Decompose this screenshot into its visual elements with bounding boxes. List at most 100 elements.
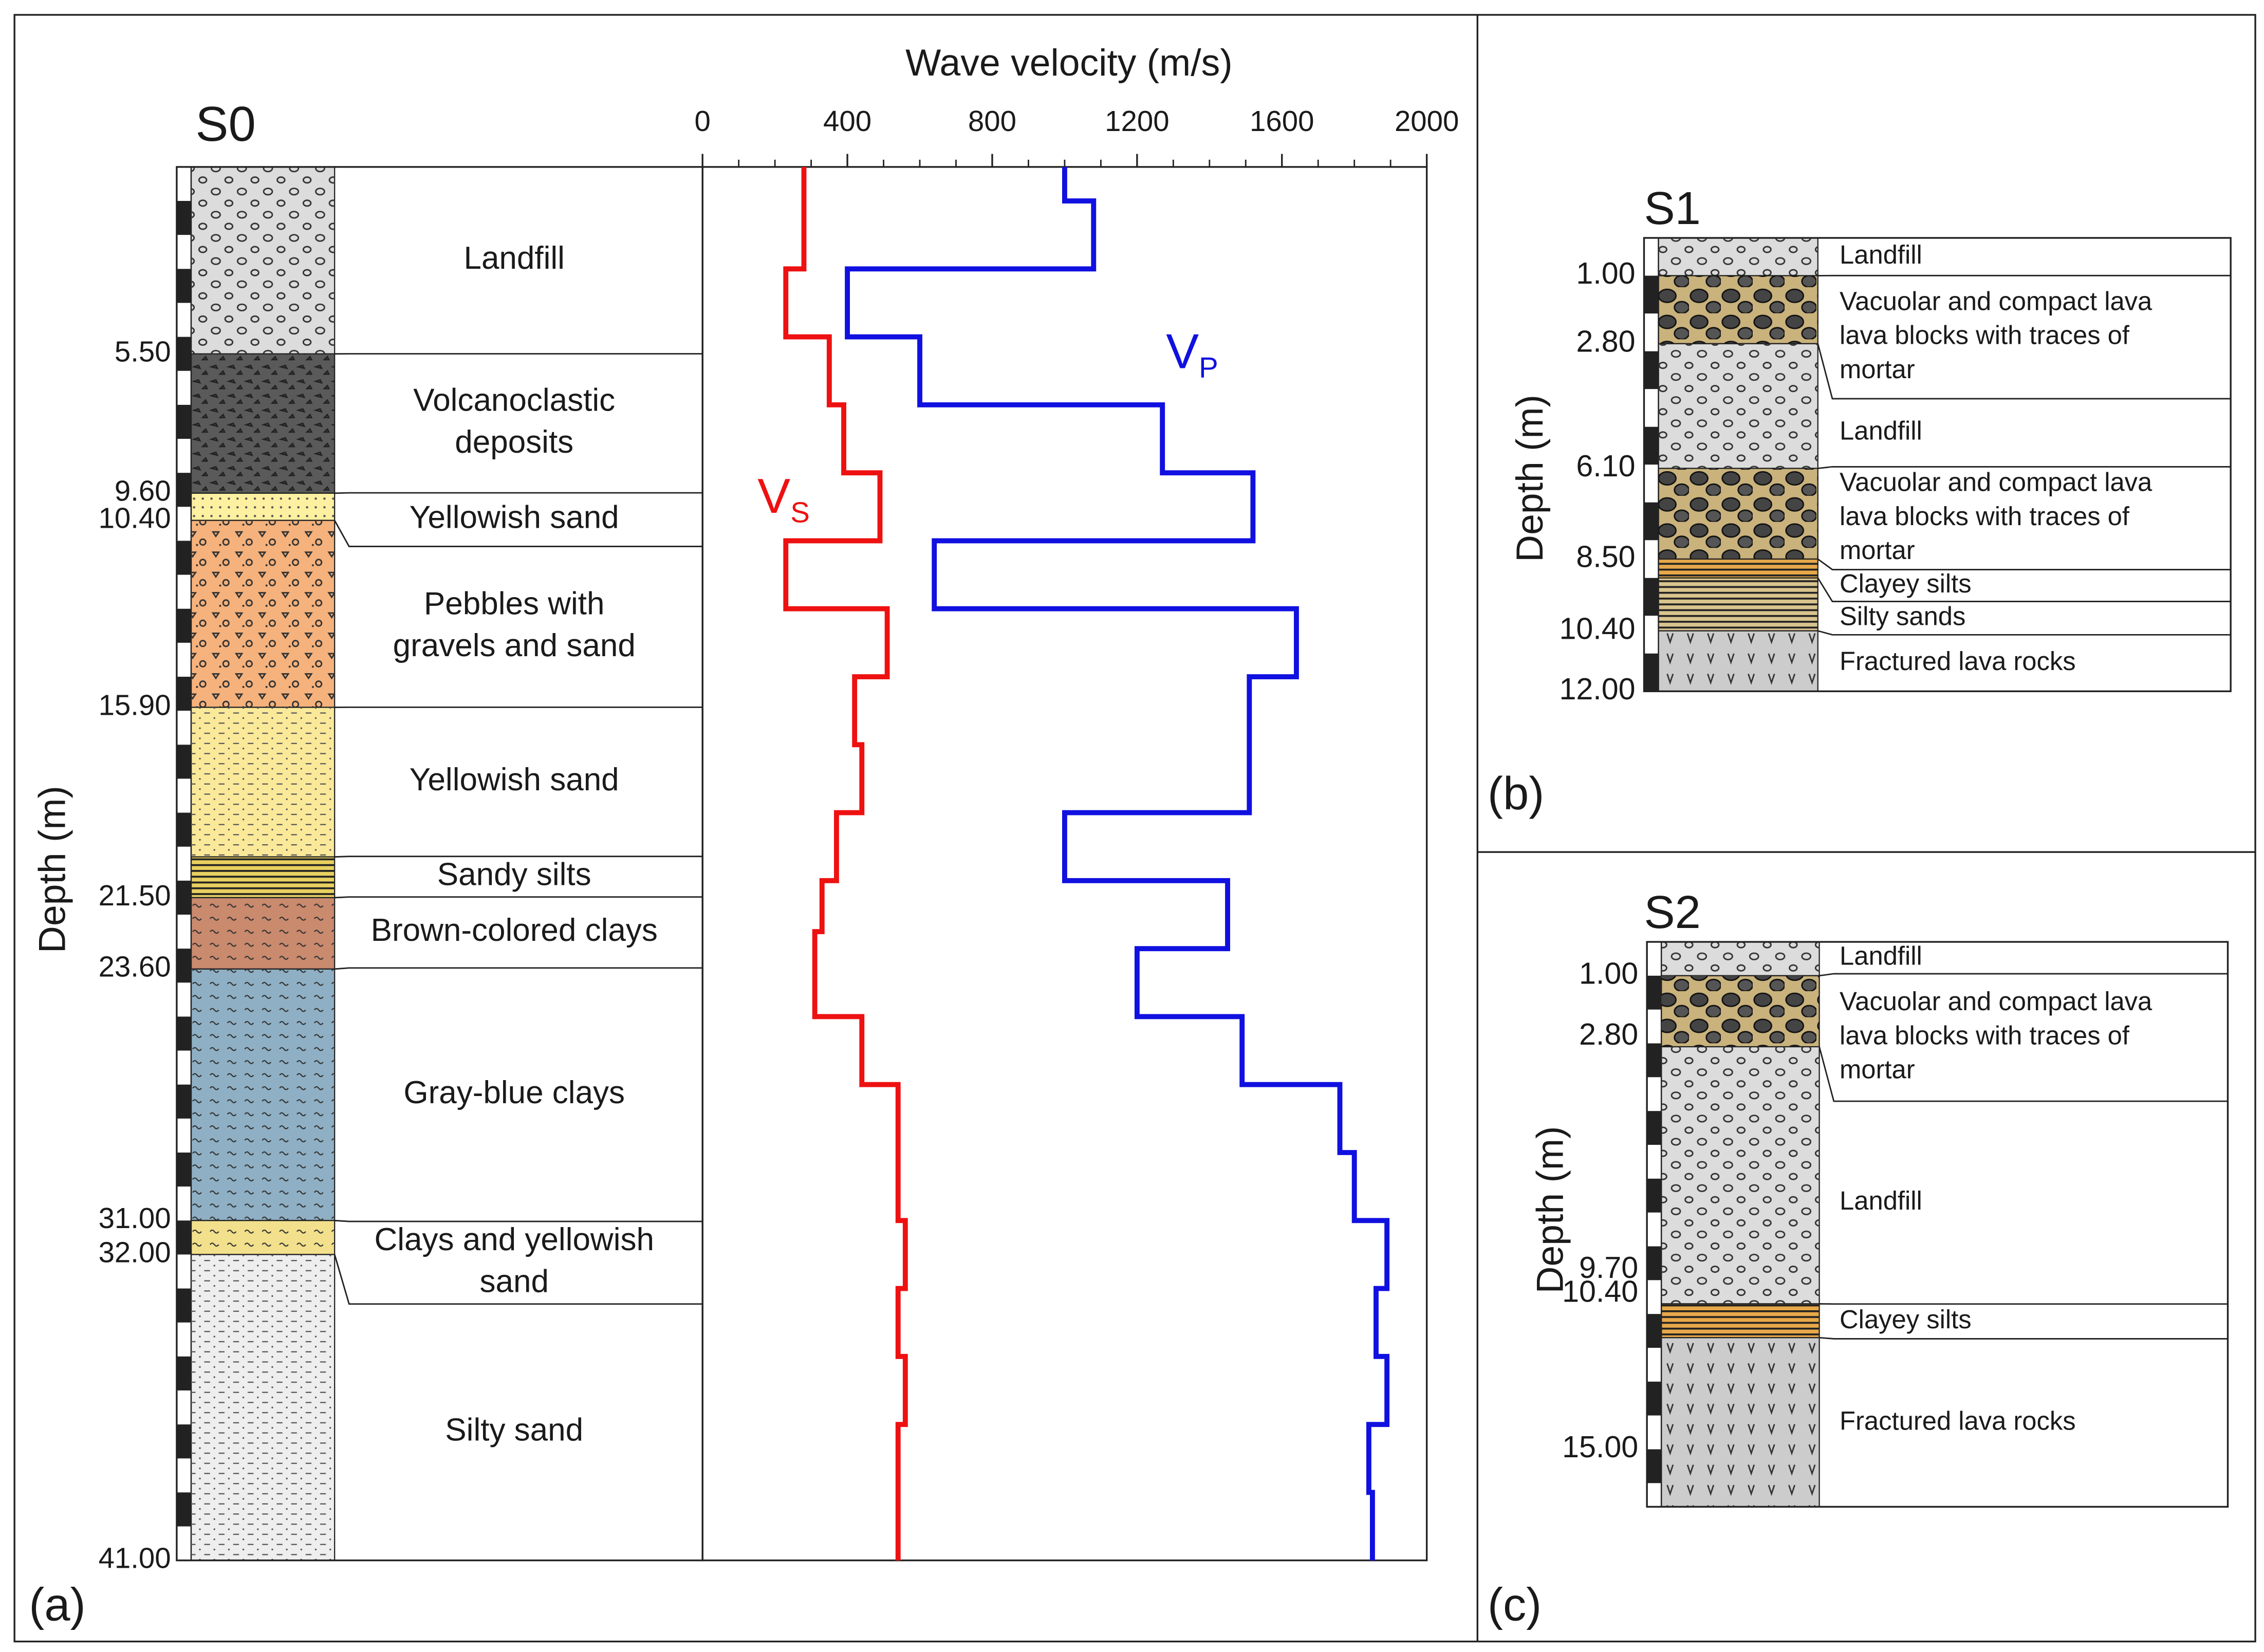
depth-scale-segment — [1644, 653, 1659, 692]
layer-label: Sandy silts — [437, 857, 591, 893]
layer-texture — [1658, 468, 1818, 559]
depth-scale-segment — [176, 677, 192, 711]
layer-texture — [1658, 578, 1818, 631]
panel-label: (a) — [29, 1579, 85, 1631]
depth-scale-segment — [176, 404, 192, 439]
layer-label: mortar — [1840, 535, 1915, 565]
layer-leader — [333, 1254, 703, 1305]
layer-leader — [335, 896, 703, 899]
depth-tick-label: 15.00 — [1562, 1430, 1638, 1464]
layer-label: Clayey silts — [1840, 1305, 1972, 1334]
depth-scale-segment — [1647, 975, 1662, 1010]
depth-scale-segment — [1644, 578, 1659, 616]
layer-texture — [1661, 942, 1820, 976]
depth-axis-label: Depth (m) — [31, 786, 73, 953]
depth-scale-segment — [176, 608, 192, 643]
depth-scale-segment — [1644, 351, 1659, 389]
log-title: S0 — [196, 97, 256, 152]
depth-tick-label: 10.40 — [99, 502, 171, 534]
depth-tick-label: 12.00 — [1559, 672, 1635, 706]
layer-label: lava blocks with traces of — [1840, 502, 2130, 531]
layer-label: mortar — [1840, 355, 1915, 384]
depth-tick-label: 5.50 — [115, 336, 171, 368]
layer-leader — [1819, 1337, 2228, 1340]
depth-scale-segment — [176, 1152, 192, 1187]
log-frame — [1643, 237, 2232, 693]
layer-leader — [333, 520, 703, 547]
layer-leader — [1817, 558, 2231, 570]
layer-texture — [1661, 1338, 1820, 1507]
depth-scale-segment — [176, 541, 192, 575]
layer-texture — [1658, 630, 1818, 692]
depth-tick-label: 41.00 — [99, 1542, 171, 1574]
chart-title: Wave velocity (m/s) — [905, 42, 1233, 84]
layer-label: Brown-colored clays — [371, 913, 658, 948]
velocity-profile — [845, 166, 1390, 1561]
depth-tick-label: 6.10 — [1576, 449, 1635, 483]
layer-texture — [1658, 343, 1818, 469]
layer-texture — [191, 969, 335, 1221]
layer-label: Vacuolar and compact lava — [1840, 468, 2152, 497]
x-tick-label: 0 — [695, 105, 711, 137]
x-tick-label: 2000 — [1395, 105, 1459, 137]
layer-leader — [1817, 466, 2231, 469]
layer-label: Clayey silts — [1840, 569, 1972, 598]
layer-texture — [191, 707, 335, 857]
panel-label: (c) — [1488, 1579, 1542, 1631]
layer-label: Silty sands — [1840, 601, 1965, 630]
depth-scale-segment — [1647, 1178, 1662, 1213]
panel-label: (b) — [1488, 768, 1544, 820]
depth-scale-segment — [176, 473, 192, 507]
outer-frame — [13, 14, 2256, 1643]
depth-scale-segment — [176, 1356, 192, 1390]
depth-tick-label: 32.00 — [99, 1236, 171, 1268]
layer-label: Silty sand — [445, 1413, 583, 1448]
layer-texture — [1661, 975, 1820, 1047]
depth-scale-segment — [176, 337, 192, 371]
depth-tick-label: 8.50 — [1576, 540, 1635, 574]
depth-tick-label: 9.70 — [1579, 1250, 1638, 1285]
layer-label: mortar — [1840, 1055, 1915, 1084]
layer-label: Landfill — [1840, 416, 1922, 446]
depth-scale-segment — [176, 812, 192, 847]
layer-label: sand — [479, 1264, 548, 1300]
layer-label: Landfill — [1840, 941, 1922, 970]
layer-texture — [191, 493, 335, 521]
depth-tick-label: 2.80 — [1576, 324, 1635, 359]
series-label: VP — [1166, 324, 1218, 384]
layer-texture — [191, 857, 335, 898]
layer-label: deposits — [455, 424, 573, 460]
depth-scale-segment — [1644, 426, 1659, 465]
layer-label: Fractured lava rocks — [1840, 1406, 2076, 1435]
depth-axis-label: Depth (m) — [1509, 395, 1551, 562]
layer-leader — [1817, 578, 2231, 602]
layer-label: lava blocks with traces of — [1840, 1020, 2130, 1050]
depth-scale-segment — [176, 1492, 192, 1527]
layer-label: Landfill — [463, 240, 564, 276]
layer-texture — [191, 166, 335, 354]
layer-leader — [1818, 1046, 2228, 1102]
depth-tick-label: 21.50 — [99, 879, 171, 912]
x-tick-label: 800 — [968, 105, 1016, 137]
series-label: VS — [757, 469, 810, 529]
layer-label: Pebbles with — [424, 586, 605, 621]
depth-scale-segment — [1647, 1111, 1662, 1145]
layer-texture — [191, 354, 335, 493]
log-frame — [1646, 941, 2229, 1508]
layer-leader — [1817, 343, 2231, 400]
layer-label: lava blocks with traces of — [1840, 321, 2130, 350]
layer-label: Gray-blue clays — [403, 1075, 625, 1110]
depth-scale-segment — [176, 880, 192, 915]
layer-texture — [1661, 1047, 1820, 1304]
depth-tick-label: 1.00 — [1579, 956, 1638, 990]
layer-label: Yellowish sand — [410, 500, 619, 535]
layer-leader — [1819, 973, 2228, 977]
depth-tick-label: 23.60 — [99, 951, 171, 983]
depth-scale-segment — [1647, 1449, 1662, 1483]
layer-texture — [191, 1220, 335, 1255]
layer-label: Volcanoclastic — [413, 382, 615, 418]
layer-leader — [335, 1219, 703, 1222]
velocity-profile — [783, 166, 908, 1561]
